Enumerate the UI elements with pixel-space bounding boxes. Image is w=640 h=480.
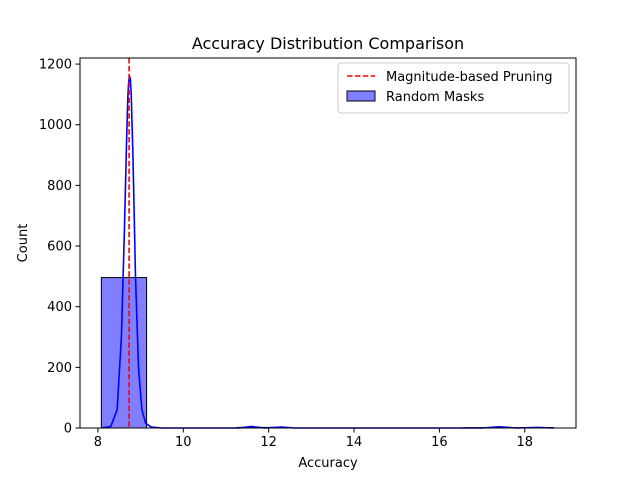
y-axis-label: Count [16,224,31,263]
legend-label-random-masks: Random Masks [386,90,484,105]
y-tick-label-400: 400 [47,300,72,315]
x-tick-label-8: 8 [94,435,102,450]
legend: Magnitude-based Pruning Random Masks [337,62,570,114]
y-tick-label-1200: 1200 [39,58,72,73]
x-tick-label-12: 12 [260,435,277,450]
x-tick-label-18: 18 [517,435,534,450]
x-tick-label-10: 10 [175,435,192,450]
plot-frame [79,57,577,429]
x-tick-label-14: 14 [346,435,363,450]
x-axis-ticks: 8 10 12 14 16 18 [94,428,533,450]
y-axis-ticks: 0 200 400 600 800 1000 1200 [39,58,80,437]
y-tick-label-1000: 1000 [39,118,72,133]
legend-swatch-icon [346,90,376,102]
x-axis-label: Accuracy [298,456,358,471]
legend-frame [337,62,570,114]
legend-label-magnitude: Magnitude-based Pruning [386,70,552,85]
chart-title: Accuracy Distribution Comparison [192,34,464,53]
x-tick-label-16: 16 [431,435,448,450]
y-tick-label-0: 0 [64,422,72,437]
y-tick-label-600: 600 [47,240,72,255]
y-tick-label-800: 800 [47,179,72,194]
histogram-bar-0 [100,277,148,429]
y-tick-label-200: 200 [47,361,72,376]
